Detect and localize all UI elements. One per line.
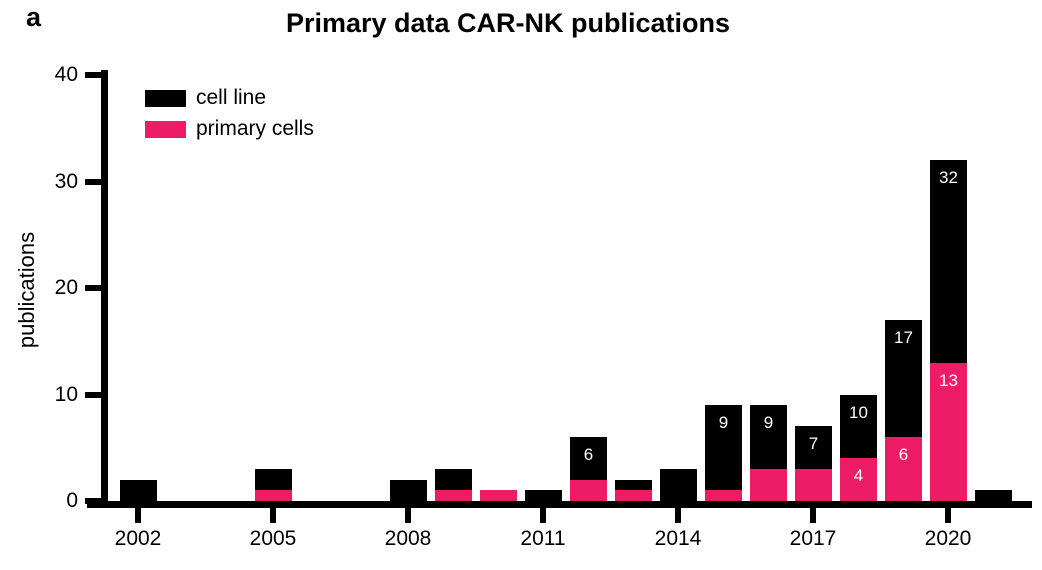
bar-total-label: 7 xyxy=(808,434,819,454)
y-axis-tick xyxy=(85,498,102,504)
x-axis-tick xyxy=(405,508,411,523)
bar-segment-cell-line xyxy=(255,469,292,491)
x-axis-tick xyxy=(810,508,816,523)
bar-total-label: 17 xyxy=(894,327,913,347)
x-axis-tick xyxy=(270,508,276,523)
y-axis-tick-label: 40 xyxy=(54,63,78,86)
bar-segment-cell-line xyxy=(885,319,922,438)
bar-segment-cell-line xyxy=(660,469,697,501)
x-axis-tick xyxy=(675,508,681,523)
x-axis-tick-label: 2014 xyxy=(654,527,702,550)
bar-segment-primary-cells xyxy=(930,362,967,501)
y-axis-tick xyxy=(85,178,102,185)
bar-segment-cell-line xyxy=(525,490,562,501)
bar-segment-primary-cells xyxy=(570,479,607,501)
chart-title: Primary data CAR-NK publications xyxy=(285,8,731,38)
bar-segment-primary-cells xyxy=(885,437,922,501)
y-axis-tick xyxy=(85,285,102,291)
y-axis-line xyxy=(101,70,108,508)
bar-segment-cell-line xyxy=(120,479,157,501)
bar-total-label: 9 xyxy=(763,413,774,433)
bar-segment-cell-line xyxy=(570,437,607,480)
bar-segment-cell-line xyxy=(975,490,1012,501)
bar-segment-cell-line xyxy=(750,405,787,470)
y-axis-tick-label: 20 xyxy=(54,276,78,299)
bar-segment-cell-line xyxy=(615,479,652,491)
bar-total-label: 32 xyxy=(939,168,958,188)
x-axis-tick-label: 2005 xyxy=(249,527,297,550)
x-axis-tick-label: 2008 xyxy=(384,527,432,550)
x-axis-tick-label: 2017 xyxy=(789,527,837,550)
bar-segment-cell-line xyxy=(390,479,427,501)
bar-primary-label: 6 xyxy=(898,445,909,465)
y-axis-tick-label: 10 xyxy=(54,382,78,406)
bar-segment-primary-cells xyxy=(840,458,877,501)
bar-segment-cell-line xyxy=(840,394,877,459)
y-axis-tick xyxy=(85,72,102,78)
bar-segment-cell-line xyxy=(705,405,742,491)
bar-primary-label: 4 xyxy=(853,466,864,486)
legend-label-primary-cells: primary cells xyxy=(196,117,314,140)
bar-segment-primary-cells xyxy=(435,490,472,501)
bar-segment-primary-cells xyxy=(705,490,742,501)
x-axis-tick-label: 2020 xyxy=(924,527,972,550)
x-axis-line xyxy=(87,501,1032,508)
bar-segment-primary-cells xyxy=(750,469,787,501)
bar-segment-cell-line xyxy=(930,160,967,363)
y-axis-tick-label: 30 xyxy=(54,169,78,193)
bar-total-label: 9 xyxy=(718,413,729,433)
x-axis-tick xyxy=(945,508,951,523)
x-axis-tick-label: 2002 xyxy=(114,527,162,550)
x-axis-tick-label: 2011 xyxy=(520,527,566,550)
bar-segment-primary-cells xyxy=(795,469,832,501)
bar-segment-primary-cells xyxy=(255,490,292,501)
bar-segment-primary-cells xyxy=(480,490,517,501)
x-axis-tick xyxy=(540,508,546,523)
panel-label: a xyxy=(26,2,42,32)
bar-primary-label: 13 xyxy=(939,370,958,390)
legend-swatch-cell-line xyxy=(145,90,186,107)
y-axis-tick xyxy=(85,391,102,398)
bar-total-label: 6 xyxy=(583,445,594,465)
bar-segment-cell-line xyxy=(795,426,832,470)
bar-segment-primary-cells xyxy=(615,490,652,501)
legend-label-cell-line: cell line xyxy=(196,86,267,109)
x-axis-tick xyxy=(135,508,141,523)
y-axis-tick-label: 0 xyxy=(66,489,78,512)
legend-swatch-primary-cells xyxy=(145,121,186,138)
bar-segment-cell-line xyxy=(435,469,472,491)
bar-total-label: 10 xyxy=(849,402,868,422)
